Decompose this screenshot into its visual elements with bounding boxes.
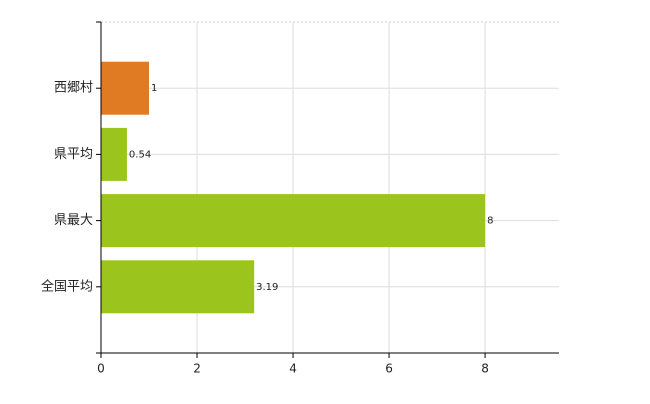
value-label: 1 [151,83,157,94]
x-tick-label: 0 [97,362,105,376]
x-tick-label: 6 [385,362,393,376]
bar [101,194,486,248]
x-tick-label: 2 [193,362,201,376]
x-tick-label: 4 [289,362,297,376]
bar [101,127,127,181]
value-label: 0.54 [129,149,151,160]
y-tick-label: 全国平均 [41,278,93,294]
bar [101,61,150,115]
bar [101,260,255,314]
y-tick-label: 県最大 [54,213,93,228]
value-label: 8 [487,216,493,227]
y-tick-label: 西郷村 [54,81,93,96]
x-tick-label: 8 [481,362,489,376]
y-tick-label: 県平均 [54,147,93,162]
value-label: 3.19 [256,282,278,293]
